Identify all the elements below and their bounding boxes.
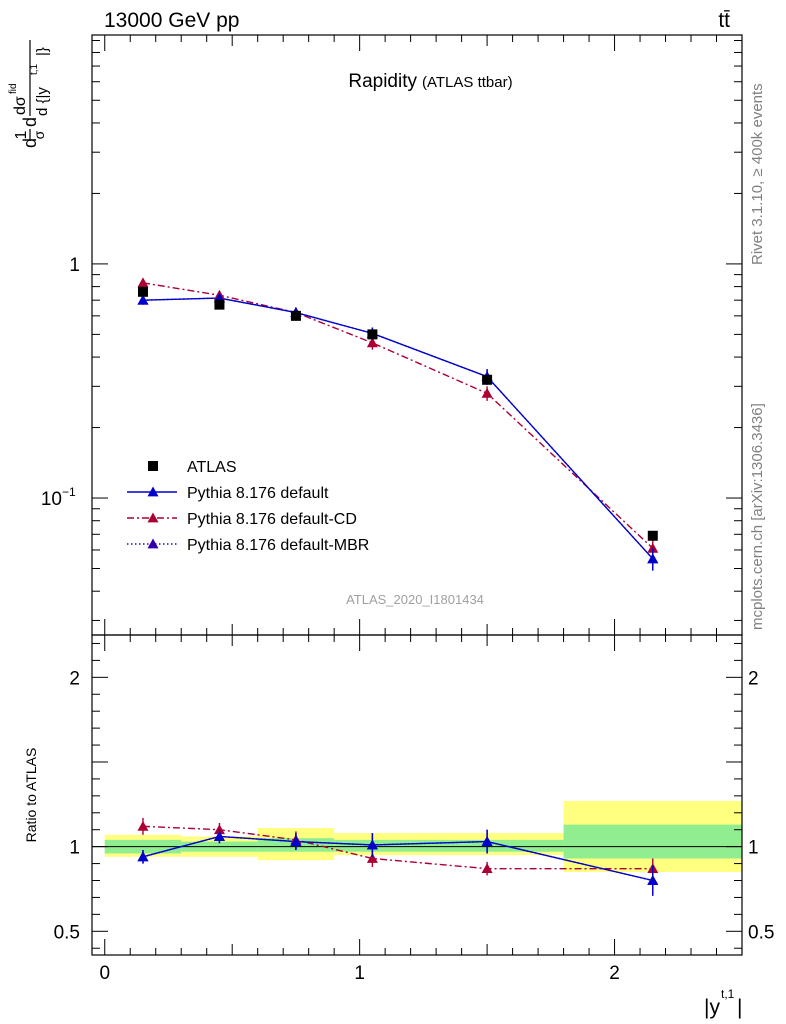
series-line: [142, 297, 654, 560]
ratio-series-layer: [142, 825, 653, 882]
x-tick-labels: 0 1 2: [99, 963, 619, 984]
ratio-point: [647, 875, 659, 885]
y-axis-label-dsigma: dσ: [12, 96, 29, 115]
process-label: tt̄: [718, 9, 730, 32]
y-axis-label: d 1 σ d dσ fid d {|y t,1 |}: [8, 40, 51, 148]
main-series-layer: [142, 282, 654, 560]
ratio-frame: [91, 634, 743, 956]
x-tick-label: 1: [354, 963, 365, 984]
legend-entry: Pythia 8.176 default-CD: [187, 511, 357, 528]
ratio-point: [366, 839, 378, 850]
series-point: [366, 337, 378, 348]
mcplots-label: mcplots.cern.ch [arXiv:1306.3436]: [749, 403, 766, 630]
series-point: [137, 277, 149, 288]
x-axis-label-close: |: [737, 996, 742, 1019]
main-axis-ticks: 10 −1 1: [41, 35, 743, 955]
ratio-series-line: [142, 835, 653, 882]
main-markers-layer: [137, 277, 659, 571]
ratio-y-tick-label: 1: [69, 838, 80, 859]
main-panel: 10 −1 1 Rapidity (ATLAS ttbar) ATLAS_2020_…: [8, 34, 743, 955]
series-point: [481, 387, 493, 398]
ratio-point: [481, 836, 493, 846]
analysis-id: ATLAS_2020_I1801434: [346, 592, 484, 607]
ratio-point: [137, 851, 149, 862]
ratio-series-line: [142, 825, 653, 870]
data-point: [482, 374, 493, 385]
ratio-point: [137, 820, 149, 831]
y-axis-label-fid: fid: [8, 83, 19, 94]
data-point: [647, 530, 658, 541]
x-axis-label-main: |y: [704, 996, 720, 1019]
y-axis-label-sup: t,1: [29, 63, 40, 75]
y-axis-label-denom: d {|y: [34, 87, 51, 116]
legend-marker: [148, 461, 158, 471]
y-axis-label-sigma: σ: [31, 130, 47, 139]
legend-marker: [147, 512, 159, 523]
legend-entry: Pythia 8.176 default-MBR: [187, 537, 369, 554]
series-point: [647, 553, 659, 564]
ratio-y-tick-label: 0.5: [54, 922, 80, 943]
ratio-point: [366, 852, 378, 863]
chart-subtitle: (ATLAS ttbar): [422, 74, 513, 91]
legend-marker: [147, 486, 159, 497]
legend-entry: Pythia 8.176 default: [187, 485, 329, 502]
energy-label: 13000 GeV pp: [104, 9, 239, 32]
ratio-uncertainty-bands: [104, 800, 742, 873]
y-tick-label: 1: [69, 255, 80, 276]
ratio-point: [213, 830, 225, 841]
x-axis: 0 1 2 |y t,1 |: [99, 963, 742, 1019]
y-axis-label-close: |}: [34, 47, 51, 56]
ratio-axis-ticks: 0.5 0.5 1 1 2 2: [54, 642, 774, 949]
ratio-point: [290, 836, 302, 846]
ratio-y-axis-label: Ratio to ATLAS: [23, 748, 39, 843]
x-axis-label: |y t,1 |: [704, 987, 742, 1019]
chart-title: Rapidity: [348, 71, 417, 92]
data-point: [367, 329, 378, 340]
data-point: [214, 299, 225, 310]
ratio-y-tick-label: 2: [69, 668, 80, 689]
inner-band: [563, 824, 742, 859]
series-line: [142, 282, 654, 549]
ratio-y-tick-label-right: 2: [748, 668, 759, 689]
ratio-panel: 0.5 0.5 1 1 2 2 Ratio to ATLAS: [23, 634, 774, 956]
series-point: [137, 294, 149, 305]
x-axis-label-sup: t,1: [721, 987, 735, 1001]
ratio-markers-layer: [137, 817, 659, 896]
y-tick-exponent: −1: [62, 485, 76, 499]
legend-marker: [147, 538, 159, 549]
ratio-y-tick-label-right: 1: [748, 838, 759, 859]
x-tick-label: 2: [609, 963, 620, 984]
y-axis-label-d2: d: [20, 117, 40, 127]
data-point: [137, 286, 148, 297]
ratio-point: [481, 863, 493, 874]
legend-entry: ATLAS: [187, 459, 237, 476]
data-point: [290, 310, 301, 321]
legend: ATLAS Pythia 8.176 default Pythia 8.176 de…: [127, 459, 369, 554]
x-tick-label: 0: [99, 963, 110, 984]
y-axis-label-one: 1: [13, 130, 30, 139]
y-axis-label-d: d: [20, 138, 40, 148]
ratio-point: [213, 824, 225, 835]
y-tick-label: 10: [41, 489, 62, 510]
rivet-label: Rivet 3.1.10, ≥ 400k events: [749, 83, 766, 265]
series-point: [647, 542, 659, 553]
ratio-y-tick-label-right: 0.5: [748, 922, 774, 943]
